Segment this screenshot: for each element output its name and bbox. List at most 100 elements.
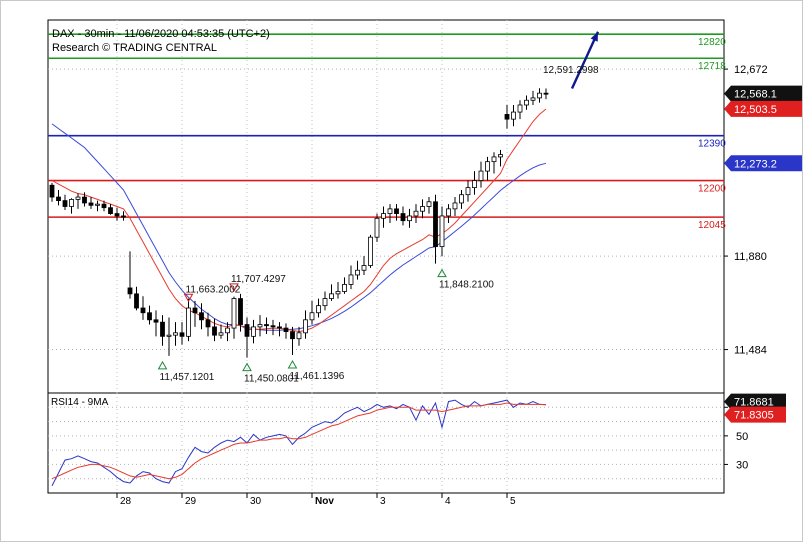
candle-38 (296, 326, 302, 346)
candle-body-34 (270, 325, 276, 328)
candle-body-5 (82, 196, 87, 204)
candle-40 (309, 300, 315, 325)
rsi-ma-tag-text: 71.8305 (734, 410, 774, 422)
candle-body-58 (426, 201, 432, 207)
candle-70 (504, 104, 510, 129)
candle-body-75 (537, 92, 542, 99)
candle-61 (446, 204, 451, 224)
candle-body-39 (303, 319, 308, 334)
candle-14 (140, 296, 146, 320)
candle-36 (283, 323, 289, 339)
candle-body-72 (517, 104, 523, 113)
candle-body-38 (296, 332, 302, 340)
level-label-resistance-1: 12718 (698, 61, 726, 72)
candle-45 (342, 277, 347, 294)
candle-body-67 (485, 161, 490, 172)
rsi-ma-line (51, 402, 547, 480)
candle-body-22 (192, 307, 198, 314)
swing-label-1: 11,707.4297 (231, 274, 286, 285)
price-tag-last-price: 12,568.1 (724, 85, 802, 102)
candle-body-19 (173, 332, 178, 336)
candle-body-61 (446, 208, 451, 217)
candle-60 (439, 206, 445, 257)
candle-74 (530, 90, 536, 105)
candle-body-6 (88, 202, 94, 206)
candle-55 (407, 208, 412, 228)
candle-10 (114, 207, 120, 221)
candle-body-10 (114, 213, 120, 217)
candle-body-33 (264, 324, 269, 327)
candle-56 (413, 204, 419, 224)
candlestick-series (49, 88, 549, 358)
candle-body-69 (498, 154, 503, 158)
candle-body-25 (212, 326, 217, 336)
candle-body-43 (329, 293, 334, 299)
candle-body-41 (316, 305, 321, 314)
candle-43 (329, 284, 334, 301)
candle-29 (238, 293, 243, 332)
target-arrow-head (590, 31, 598, 42)
rsi-value-tag-box (724, 393, 786, 410)
candle-body-53 (394, 208, 399, 214)
candle-body-31 (251, 326, 256, 337)
candle-body-76 (543, 92, 549, 95)
rsi-line (51, 399, 547, 487)
candle-body-18 (166, 334, 172, 337)
candle-body-52 (387, 208, 393, 214)
candle-54 (400, 206, 406, 226)
level-label-pivot: 12390 (698, 139, 726, 150)
candle-body-14 (140, 307, 146, 314)
candle-23 (199, 303, 204, 330)
candle-15 (147, 305, 152, 325)
candle-26 (218, 324, 224, 339)
rsi-ma-tag: 71.8305 (724, 406, 786, 423)
candle-body-32 (257, 324, 263, 328)
candle-body-8 (101, 203, 107, 209)
swing-low-marker-3 (157, 360, 168, 370)
candle-body-1 (56, 196, 61, 201)
candle-body-30 (244, 324, 250, 337)
candle-49 (368, 234, 373, 268)
candle-62 (452, 197, 458, 216)
candle-5 (82, 192, 87, 207)
price-tick-label-1: 11,880 (734, 251, 767, 263)
time-tick-label-3: Nov (315, 496, 334, 507)
candle-body-62 (452, 202, 458, 210)
swing-low-marker-5 (287, 359, 298, 369)
candle-body-16 (153, 319, 159, 323)
candle-body-68 (491, 156, 497, 163)
swing-label-3: 11,457.1201 (160, 372, 215, 383)
candle-body-9 (108, 207, 113, 214)
candle-body-46 (348, 274, 354, 285)
candle-52 (387, 204, 393, 224)
candle-68 (491, 152, 497, 174)
candle-body-29 (238, 298, 243, 325)
candle-body-36 (283, 327, 289, 333)
price-tag-text-ma-slow-value: 12,273.2 (734, 158, 777, 170)
candle-51 (381, 206, 386, 228)
candle-body-20 (179, 332, 185, 337)
price-tag-box-ma-slow-value (724, 155, 802, 172)
candle-25 (212, 318, 217, 342)
candle-46 (348, 265, 354, 290)
candle-body-63 (459, 194, 464, 204)
candle-body-11 (121, 215, 126, 218)
candle-47 (355, 260, 360, 280)
candle-48 (361, 256, 367, 275)
candle-body-4 (75, 196, 81, 200)
swing-label-4: 11,450.0801 (244, 374, 299, 385)
candle-42 (322, 291, 328, 311)
candle-body-48 (361, 265, 367, 271)
swing-label-6: 11,848.2100 (439, 280, 494, 291)
candle-body-49 (368, 236, 373, 266)
candle-body-64 (465, 187, 471, 196)
candle-71 (511, 104, 516, 127)
candle-body-59 (433, 201, 438, 248)
candle-35 (277, 322, 282, 337)
candle-body-70 (504, 114, 510, 120)
target-arrow-shaft (570, 31, 600, 89)
candle-73 (524, 95, 529, 110)
candle-body-12 (127, 287, 133, 295)
